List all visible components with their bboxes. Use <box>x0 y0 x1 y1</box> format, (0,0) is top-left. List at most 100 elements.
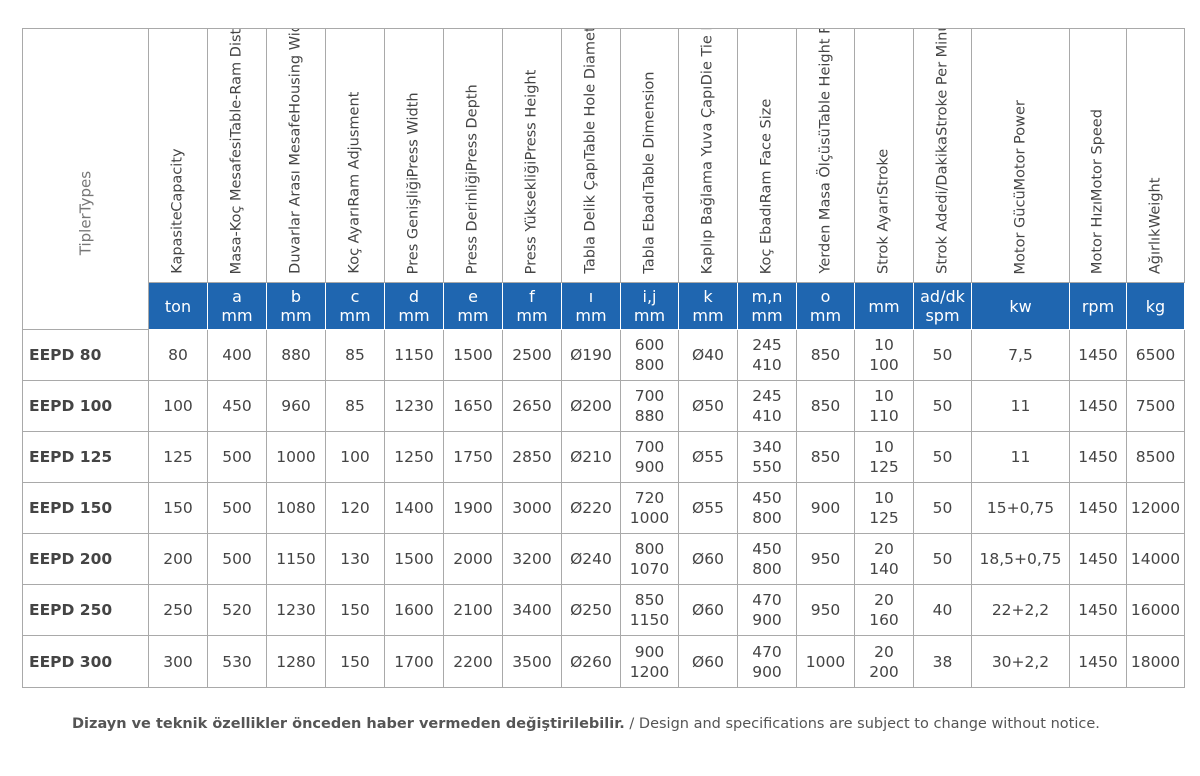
cell-value: 245 <box>752 387 782 405</box>
cell-value: 100 <box>163 397 193 415</box>
unit-cell: kw <box>971 282 1070 330</box>
model-name: EEPD 150 <box>22 482 149 534</box>
table-cell: Ø40 <box>678 329 738 381</box>
table-cell: 50 <box>913 380 972 432</box>
unit-label: kw <box>1009 296 1032 316</box>
cell-value: 200 <box>163 550 193 568</box>
table-cell: 10 125 <box>854 482 914 534</box>
cell-value: 700 <box>634 438 665 456</box>
table-cell: 40 <box>913 584 972 636</box>
cell-value: 120 <box>340 499 370 517</box>
cell-value: 1450 <box>1078 397 1118 415</box>
model-name: EEPD 250 <box>22 584 149 636</box>
table-cell: Ø260 <box>561 635 621 688</box>
cell-value: 140 <box>869 560 899 578</box>
cell-value: 900 <box>810 499 841 517</box>
table-cell: 22+2,2 <box>971 584 1070 636</box>
column-header: Koç Ayarı Ram Adjusment <box>325 28 385 283</box>
footer-note-en: / Design and specifications are subject … <box>624 716 1100 732</box>
column-header-en: Housing Width <box>287 29 304 114</box>
table-cell: 1450 <box>1069 533 1127 585</box>
table-cell: 720 1000 <box>620 482 679 534</box>
table-cell: 150 <box>325 584 385 636</box>
table-cell: 20 160 <box>854 584 914 636</box>
cell-value: 110 <box>869 407 899 425</box>
cell-value: 400 <box>222 346 252 364</box>
cell-value: Ø60 <box>692 652 724 671</box>
unit-label: kg <box>1145 296 1166 316</box>
table-cell: 2200 <box>443 635 503 688</box>
cell-value: 1600 <box>394 601 434 619</box>
cell-value: 50 <box>932 499 953 517</box>
types-header: Tipler Types <box>22 28 149 330</box>
cell-value: 950 <box>810 550 841 568</box>
cell-value: 550 <box>752 458 782 476</box>
unit-label: o <box>820 287 831 306</box>
table-row: EEPD 150 150 500 1080 120 1400 1900 3000 Ø220 720… <box>22 482 1185 534</box>
column-header-en: Press Width <box>405 91 422 177</box>
cell-value: 450 <box>222 397 252 415</box>
cell-value: 1500 <box>453 346 493 364</box>
cell-value: 3400 <box>512 601 552 619</box>
cell-value: Ø60 <box>692 601 724 619</box>
table-cell: 200 <box>148 533 208 585</box>
table-cell: 1650 <box>443 380 503 432</box>
model-name: EEPD 125 <box>22 431 149 483</box>
table-cell: 130 <box>325 533 385 585</box>
unit-label: mm <box>280 306 312 325</box>
table-cell: 3400 <box>502 584 562 636</box>
table-cell: 6500 <box>1126 329 1185 381</box>
cell-value: 200 <box>869 662 899 681</box>
column-header-tr: Ağırlık <box>1147 228 1163 274</box>
cell-value: 6500 <box>1135 346 1176 364</box>
cell-value: 1900 <box>453 499 493 517</box>
table-cell: 50 <box>913 533 972 585</box>
table-cell: 1150 <box>384 329 444 381</box>
cell-value: 8500 <box>1135 448 1176 466</box>
cell-value: 1000 <box>805 652 846 671</box>
unit-label: c <box>350 287 360 306</box>
table-cell: 120 <box>325 482 385 534</box>
cell-value: 500 <box>222 550 252 568</box>
cell-value: 150 <box>340 601 370 619</box>
column-header: Strok Adedi/Dakika Stroke Per Minute <box>913 28 972 283</box>
table-cell: 245 410 <box>737 329 797 381</box>
column-header: Duvarlar Arası Mesafe Housing Width <box>266 28 326 283</box>
table-cell: 16000 <box>1126 584 1185 636</box>
cell-value: 800 <box>752 560 782 578</box>
unit-label: d <box>408 287 420 306</box>
unit-cell: kg <box>1126 282 1185 330</box>
table-cell: 900 1200 <box>620 635 679 688</box>
cell-value: 1500 <box>394 550 434 568</box>
unit-cell: e mm <box>443 282 503 330</box>
cell-value: 800 <box>634 356 665 374</box>
unit-cell: mm <box>854 282 914 330</box>
table-cell: 960 <box>266 380 326 432</box>
cell-value: 100 <box>869 356 899 374</box>
cell-value: 130 <box>340 550 370 568</box>
table-row: EEPD 80 80 400 880 85 1150 1500 2500 Ø190 600 800 Ø… <box>22 329 1185 381</box>
cell-value: Ø60 <box>692 550 724 568</box>
column-header: Tabla Ebadı Table Dimension <box>620 28 679 283</box>
table-cell: 520 <box>207 584 267 636</box>
unit-cell: o mm <box>796 282 855 330</box>
cell-value: 1070 <box>629 560 670 578</box>
table-cell: 950 <box>796 584 855 636</box>
table-cell: 2650 <box>502 380 562 432</box>
unit-label: mm <box>751 306 783 325</box>
cell-value: 38 <box>932 652 953 671</box>
cell-value: 1250 <box>394 448 434 466</box>
table-cell: 2850 <box>502 431 562 483</box>
cell-value: 10 <box>874 336 894 354</box>
table-cell: 250 <box>148 584 208 636</box>
cell-value: 1150 <box>629 611 670 629</box>
table-cell: Ø250 <box>561 584 621 636</box>
column-header-en: Table Dimension <box>641 72 657 192</box>
column-header: Koç Ebadı Ram Face Size <box>737 28 797 283</box>
cell-value: 10 <box>874 438 894 456</box>
cell-value: 18000 <box>1130 652 1181 671</box>
cell-value: 800 <box>752 509 782 527</box>
cell-value: 720 <box>634 489 665 507</box>
cell-value: 300 <box>163 652 193 671</box>
column-header: Ağırlık Weight <box>1126 28 1185 283</box>
